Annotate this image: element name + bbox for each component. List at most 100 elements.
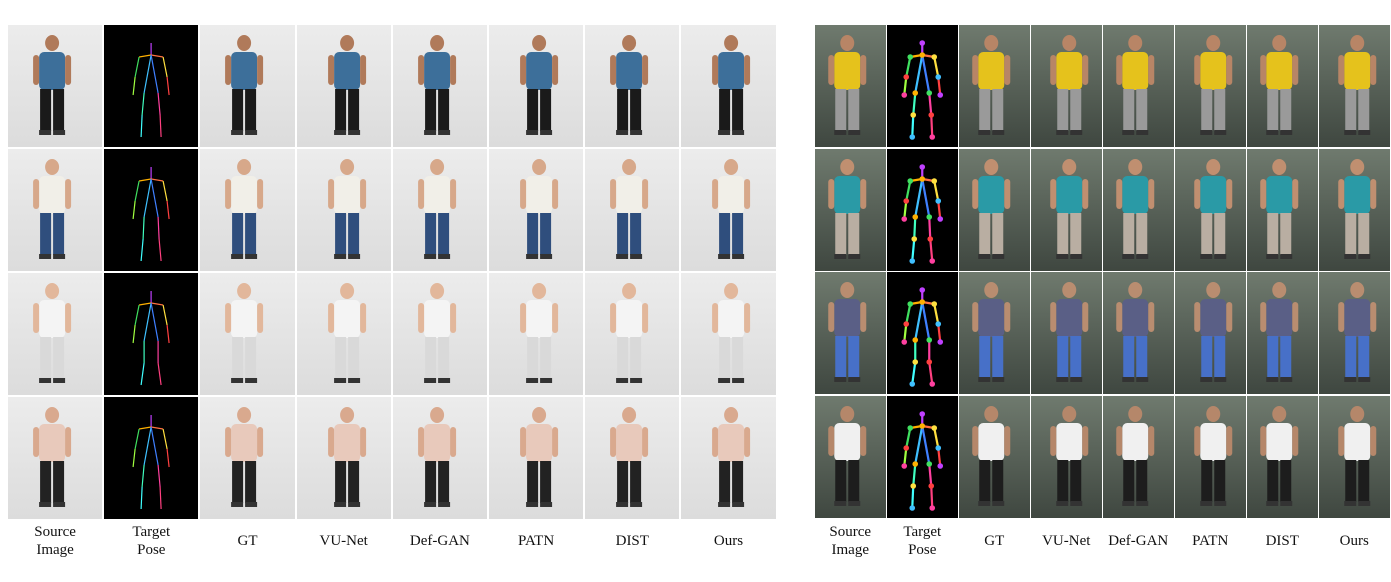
person-figure-graphic: [712, 407, 751, 507]
column-label: Source Image: [829, 524, 872, 558]
person-image-r3-c7: [1247, 272, 1318, 394]
person-image-r2-c3: [200, 149, 295, 271]
person-figure-graphic: [610, 283, 649, 383]
person-figure-graphic: [520, 159, 559, 259]
column-label: DIST: [615, 533, 649, 549]
person-image-r2-c3: [959, 148, 1030, 271]
person-image-r1-c4: [296, 25, 391, 147]
person-image-r3-c4: [1031, 272, 1102, 394]
person-image-r4-c1: [815, 395, 886, 518]
person-figure-graphic: [1338, 35, 1377, 135]
person-figure-graphic: [33, 283, 72, 383]
person-figure-graphic: [327, 283, 366, 383]
person-image-r3-c6: [489, 273, 584, 395]
person-image-r1-c6: [1175, 25, 1246, 147]
person-image-r1-c8: [681, 25, 776, 147]
person-figure-graphic: [610, 35, 649, 135]
person-figure-graphic: [1260, 35, 1299, 135]
target-pose-image-r2-c2: [887, 148, 958, 271]
person-image-r3-c6: [1175, 272, 1246, 394]
person-figure-graphic: [225, 283, 264, 383]
person-figure-graphic: [417, 35, 456, 135]
person-image-r4-c5: [392, 397, 487, 519]
person-figure-graphic: [972, 405, 1011, 506]
pose-skeleton-graphic: [132, 291, 170, 386]
person-image-r2-c6: [1175, 148, 1246, 271]
column-label: PATN: [518, 533, 555, 549]
person-figure-graphic: [33, 35, 72, 135]
person-image-r1-c1: [815, 25, 886, 147]
person-figure-graphic: [225, 35, 264, 135]
person-figure-graphic: [520, 407, 559, 507]
pose-skeleton-graphic: [132, 43, 170, 138]
person-image-r3-c8: [681, 273, 776, 395]
person-figure-graphic: [417, 159, 456, 259]
person-image-r2-c7: [1247, 148, 1318, 271]
person-figure-graphic: [610, 159, 649, 259]
pose-skeleton-graphic: [901, 40, 944, 140]
person-image-r4-c4: [1031, 395, 1102, 518]
target-pose-image-r4-c2: [104, 397, 199, 519]
column-label: Ours: [713, 533, 744, 549]
person-figure-graphic: [33, 407, 72, 507]
person-figure-graphic: [1116, 35, 1155, 135]
person-figure-graphic: [1116, 158, 1155, 259]
person-figure-graphic: [972, 158, 1011, 259]
person-image-r3-c7: [585, 273, 680, 395]
person-image-r1-c4: [1031, 25, 1102, 147]
person-figure-graphic: [1050, 405, 1089, 506]
person-image-r3-c5: [392, 273, 487, 395]
target-pose-image-r1-c2: [887, 25, 958, 147]
person-image-r2-c8: [1319, 148, 1390, 271]
person-image-r1-c3: [200, 25, 295, 147]
person-figure-graphic: [1260, 282, 1299, 382]
target-pose-image-r4-c2: [887, 395, 958, 518]
person-figure-graphic: [1194, 158, 1233, 259]
person-figure-graphic: [828, 405, 867, 506]
person-image-r3-c8: [1319, 272, 1390, 394]
column-label: Def-GAN: [409, 533, 470, 549]
person-image-r2-c5: [1103, 148, 1174, 271]
person-figure-graphic: [1338, 158, 1377, 259]
person-image-r4-c4: [296, 397, 391, 519]
pose-skeleton-graphic: [901, 410, 944, 511]
person-image-r1-c5: [392, 25, 487, 147]
person-image-r4-c1: [8, 397, 103, 519]
person-image-r1-c7: [1247, 25, 1318, 147]
person-figure-graphic: [327, 35, 366, 135]
person-figure-graphic: [972, 35, 1011, 135]
person-image-r4-c8: [1319, 395, 1390, 518]
person-image-r2-c1: [815, 148, 886, 271]
pose-skeleton-graphic: [901, 287, 944, 387]
person-image-r3-c4: [296, 273, 391, 395]
target-pose-image-r3-c2: [104, 273, 199, 395]
person-figure-graphic: [1260, 405, 1299, 506]
column-label: Target Pose: [903, 524, 942, 558]
column-label: Ours: [1339, 533, 1369, 549]
person-image-r2-c7: [585, 149, 680, 271]
person-image-r4-c5: [1103, 395, 1174, 518]
column-label: DIST: [1265, 533, 1299, 549]
person-figure-graphic: [1194, 405, 1233, 506]
person-image-r1-c5: [1103, 25, 1174, 147]
person-figure-graphic: [1116, 405, 1155, 506]
person-figure-graphic: [1260, 158, 1299, 259]
person-figure-graphic: [1338, 405, 1377, 506]
person-figure-graphic: [417, 283, 456, 383]
person-figure-graphic: [520, 35, 559, 135]
person-image-r3-c3: [959, 272, 1030, 394]
pose-skeleton-graphic: [132, 415, 170, 510]
person-figure-graphic: [1194, 35, 1233, 135]
person-figure-graphic: [1050, 158, 1089, 259]
person-image-r2-c5: [392, 149, 487, 271]
person-image-r4-c8: [681, 397, 776, 519]
person-figure-graphic: [520, 283, 559, 383]
column-label: Source Image: [34, 524, 76, 558]
person-figure-graphic: [828, 35, 867, 135]
column-label: GT: [984, 533, 1005, 549]
person-image-r2-c1: [8, 149, 103, 271]
person-image-r3-c1: [815, 272, 886, 394]
person-image-r3-c5: [1103, 272, 1174, 394]
person-image-r2-c8: [681, 149, 776, 271]
person-figure-graphic: [1338, 282, 1377, 382]
